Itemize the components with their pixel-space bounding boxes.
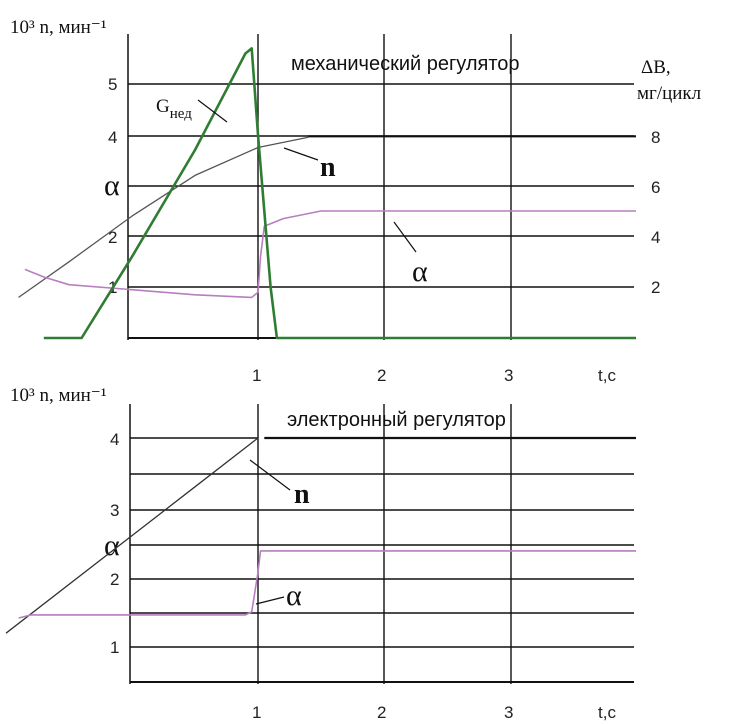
bottom-gridlines xyxy=(130,437,634,683)
bottom-leader-n xyxy=(249,459,291,491)
bottom-ylabel: 10³ n, мин⁻¹ xyxy=(10,385,107,406)
top-ytick-4: 4 xyxy=(108,128,117,147)
bottom-alpha-axis-label: α xyxy=(104,529,120,562)
bottom-title: электронный регулятор xyxy=(287,409,506,431)
top-leader-n xyxy=(283,147,319,161)
bottom-xtick-2: 2 xyxy=(377,703,386,722)
top-series-n xyxy=(18,136,309,298)
top-xtick-3: 3 xyxy=(504,366,513,385)
top-series-G xyxy=(43,47,636,340)
top-title: механический регулятор xyxy=(291,53,520,75)
top-ytick-5: 5 xyxy=(108,75,117,94)
bottom-xlabel: t,c xyxy=(598,703,616,722)
bottom-vgrid xyxy=(257,404,512,684)
top-annotation-g: Gнед xyxy=(156,96,192,122)
bottom-xtick-1: 1 xyxy=(252,703,261,722)
top-alpha-axis-label: α xyxy=(104,169,120,202)
top-xtick-1: 1 xyxy=(252,366,261,385)
bottom-ytick-3: 3 xyxy=(110,501,119,520)
bottom-ytick-4: 4 xyxy=(110,430,119,449)
top-annotation-alpha: α xyxy=(412,255,428,288)
top-xlabel: t,c xyxy=(598,366,616,385)
top-ylabel-right-l2: мг/цикл xyxy=(637,83,702,104)
top-series-alpha xyxy=(24,210,636,299)
top-xtick-2: 2 xyxy=(377,366,386,385)
top-ylabel-right: ΔB, мг/цикл xyxy=(637,57,702,104)
top-rtick-2: 2 xyxy=(651,278,660,297)
bottom-annotation-n: n xyxy=(294,479,310,510)
top-annotation-n: n xyxy=(320,152,336,183)
top-ytick-2: 2 xyxy=(108,228,117,247)
top-rtick-6: 6 xyxy=(651,178,660,197)
top-annotation-g-G: G xyxy=(156,96,170,117)
bottom-series-group xyxy=(5,436,636,634)
top-annotation-g-sub: нед xyxy=(170,106,192,122)
top-chart: 10³ n, мин⁻¹ α механический регулятор ΔB… xyxy=(10,17,702,385)
bottom-series-alpha xyxy=(18,550,636,619)
bottom-leader-alpha xyxy=(255,596,285,605)
top-series-group xyxy=(18,47,636,340)
bottom-ytick-1: 1 xyxy=(110,638,119,657)
top-leader-g xyxy=(197,99,228,123)
top-ylabel: 10³ n, мин⁻¹ xyxy=(10,17,107,38)
bottom-chart: 10³ n, мин⁻¹ α электронный регулятор 4 3… xyxy=(5,385,636,722)
top-rtick-8: 8 xyxy=(651,128,660,147)
bottom-xtick-3: 3 xyxy=(504,703,513,722)
top-leader-alpha xyxy=(393,221,417,253)
bottom-annotation-alpha: α xyxy=(286,579,302,612)
top-vgrid xyxy=(257,34,512,340)
top-rtick-4: 4 xyxy=(651,228,660,247)
bottom-series-n xyxy=(5,437,259,634)
top-ylabel-right-l1: ΔB, xyxy=(641,57,671,78)
bottom-ytick-2: 2 xyxy=(110,570,119,589)
